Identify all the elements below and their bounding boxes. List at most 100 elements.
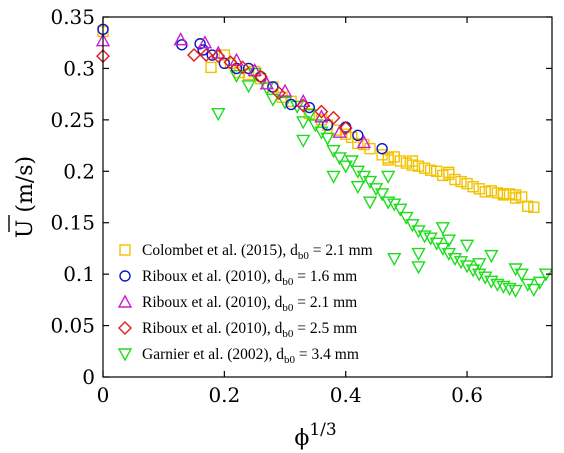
legend-label: Riboux et al. (2010), db0 = 2.5 mm bbox=[142, 320, 357, 340]
data-point bbox=[526, 283, 541, 298]
series-diamond bbox=[96, 48, 353, 136]
data-point bbox=[514, 268, 529, 282]
data-point bbox=[522, 200, 534, 212]
data-point bbox=[277, 83, 293, 97]
data-point bbox=[508, 284, 523, 299]
data-point bbox=[382, 154, 394, 166]
data-point bbox=[211, 45, 226, 59]
x-tick-label: 0.4 bbox=[330, 383, 362, 407]
data-point bbox=[321, 119, 334, 131]
data-point bbox=[356, 135, 372, 149]
data-point bbox=[267, 81, 279, 93]
data-point bbox=[308, 119, 323, 133]
data-point bbox=[478, 271, 493, 285]
data-point bbox=[465, 264, 481, 278]
data-point bbox=[320, 132, 335, 146]
data-point bbox=[338, 160, 353, 174]
data-point bbox=[362, 196, 378, 210]
x-tick-label: 0.6 bbox=[451, 383, 483, 407]
data-point bbox=[508, 263, 523, 277]
data-point bbox=[399, 211, 414, 226]
data-point bbox=[326, 145, 341, 159]
data-point bbox=[387, 253, 402, 267]
data-point bbox=[467, 181, 479, 193]
plot-frame bbox=[102, 16, 553, 378]
data-point bbox=[303, 107, 315, 120]
data-point bbox=[479, 186, 491, 198]
data-point bbox=[503, 188, 516, 200]
data-point bbox=[230, 62, 243, 75]
data-point bbox=[364, 142, 376, 155]
data-point bbox=[388, 151, 400, 163]
data-point bbox=[528, 201, 540, 213]
data-point bbox=[461, 177, 473, 190]
data-point bbox=[485, 185, 498, 197]
data-point bbox=[437, 169, 449, 182]
data-point bbox=[394, 155, 407, 167]
series-triangle-down bbox=[211, 67, 554, 299]
legend-entry: Colombet et al. (2015), db0 = 2.1 mm bbox=[119, 242, 373, 262]
y-tick-label: 0 bbox=[82, 365, 95, 389]
data-point bbox=[199, 48, 214, 63]
data-point bbox=[490, 278, 505, 292]
legend-marker bbox=[119, 270, 131, 282]
data-point bbox=[303, 101, 315, 114]
data-point bbox=[340, 128, 352, 140]
data-point bbox=[211, 107, 226, 122]
data-point bbox=[484, 249, 499, 264]
data-point bbox=[271, 86, 286, 101]
data-point bbox=[435, 222, 450, 236]
legend: Colombet et al. (2015), db0 = 2.1 mm Ribo… bbox=[117, 242, 373, 366]
data-point bbox=[296, 134, 311, 148]
data-point bbox=[406, 155, 419, 167]
data-point bbox=[459, 260, 475, 274]
axis-ticks: 0 0.2 0.4 0.6 0 0.05 0.1 0.15 0.2 0.25 0.3 0.35 bbox=[50, 5, 552, 407]
data-point bbox=[194, 38, 206, 50]
y-tick-label: 0.3 bbox=[63, 56, 95, 80]
data-point bbox=[218, 49, 231, 61]
data-point bbox=[411, 247, 426, 262]
legend-marker bbox=[119, 244, 131, 256]
data-point bbox=[449, 173, 461, 186]
y-tick-label: 0.35 bbox=[50, 5, 95, 29]
data-point bbox=[352, 129, 364, 141]
data-point bbox=[296, 93, 311, 108]
data-point bbox=[285, 98, 297, 111]
data-point bbox=[346, 131, 358, 144]
data-points bbox=[95, 23, 554, 299]
data-point bbox=[277, 96, 293, 110]
data-point bbox=[431, 165, 443, 177]
x-tick-label: 0 bbox=[97, 383, 110, 407]
data-point bbox=[484, 275, 499, 289]
data-point bbox=[338, 121, 353, 136]
legend-entry: Riboux et al. (2010), db0 = 1.6 mm bbox=[119, 268, 357, 288]
data-point bbox=[424, 164, 437, 176]
data-point bbox=[453, 256, 469, 270]
data-point bbox=[187, 48, 202, 63]
data-point bbox=[393, 203, 408, 217]
y-tick-label: 0.25 bbox=[50, 108, 95, 132]
data-point bbox=[259, 76, 275, 90]
data-point bbox=[206, 49, 218, 61]
data-point bbox=[350, 181, 366, 195]
data-point bbox=[173, 32, 188, 46]
y-tick-label: 0.1 bbox=[63, 262, 95, 286]
data-point bbox=[296, 116, 311, 130]
y-axis-label: U (m/s) bbox=[13, 156, 38, 238]
data-point bbox=[326, 170, 341, 184]
data-point bbox=[302, 109, 317, 123]
legend-entry: Riboux et al. (2010), db0 = 2.5 mm bbox=[118, 320, 357, 340]
legend-label: Colombet et al. (2015), db0 = 2.1 mm bbox=[142, 242, 373, 262]
data-point bbox=[417, 230, 432, 244]
data-point bbox=[491, 187, 504, 199]
x-axis-label: ϕ1/3 bbox=[294, 420, 336, 451]
legend-entry: Garnier et al. (2002), db0 = 3.4 mm bbox=[117, 346, 359, 366]
data-point bbox=[374, 188, 390, 202]
data-point bbox=[473, 183, 485, 195]
data-point bbox=[411, 261, 426, 275]
data-point bbox=[352, 137, 364, 150]
data-point bbox=[205, 61, 217, 74]
data-point bbox=[459, 239, 475, 253]
data-point bbox=[242, 62, 255, 75]
